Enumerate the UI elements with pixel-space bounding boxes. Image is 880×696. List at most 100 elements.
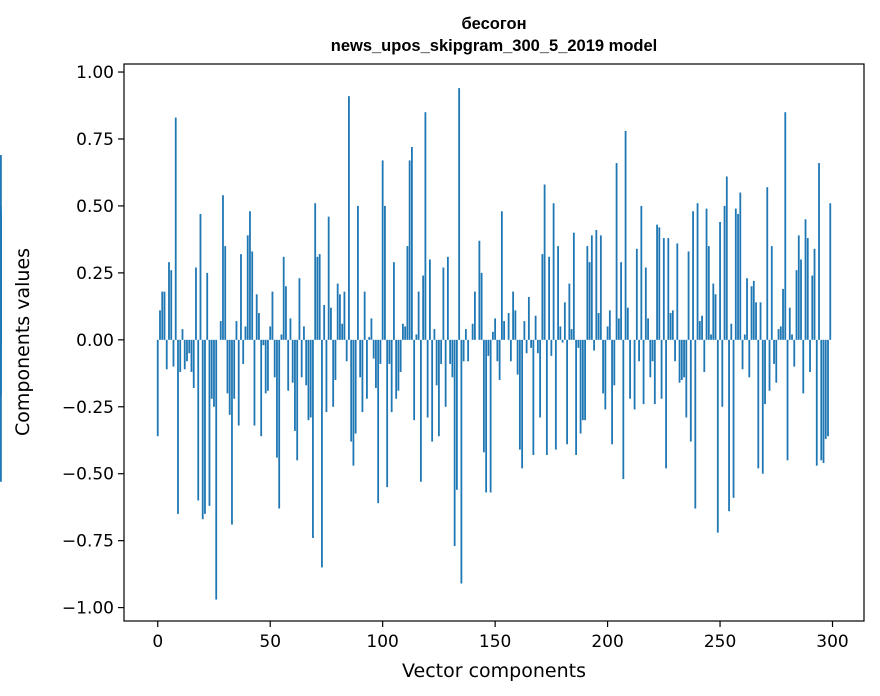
bar-213 — [635, 248, 638, 340]
bar-160 — [516, 339, 519, 375]
bar-274 — [773, 339, 775, 364]
bar-1 — [159, 310, 161, 340]
bar-141 — [473, 291, 476, 340]
plot-frame — [123, 63, 865, 622]
bar-8 — [174, 117, 177, 340]
bar-177 — [554, 339, 557, 450]
bar-112 — [408, 160, 411, 340]
x-tick-label: 250 — [704, 632, 736, 652]
bar-229 — [671, 310, 674, 340]
bar-270 — [764, 339, 766, 405]
bar-137 — [464, 329, 467, 340]
bar-276 — [777, 329, 780, 340]
bar-268 — [759, 302, 762, 340]
bar-43 — [253, 339, 256, 426]
bar-4 — [165, 339, 168, 370]
bar-243 — [703, 339, 706, 372]
bar-287 — [802, 339, 805, 394]
bar-32 — [228, 339, 231, 415]
bar-262 — [746, 278, 748, 340]
bar-216 — [642, 339, 645, 405]
bar-238 — [692, 211, 694, 340]
bar-236 — [687, 251, 690, 340]
bar-272 — [768, 339, 771, 391]
bar-94 — [368, 337, 371, 340]
bar-225 — [662, 238, 665, 340]
bar-295 — [820, 339, 823, 461]
bar-273 — [770, 246, 773, 340]
bar-130 — [449, 339, 452, 364]
y-axis-label: Components values — [12, 248, 34, 436]
bar-undefined — [0, 339, 2, 394]
bar-244 — [705, 208, 708, 340]
bar-237 — [689, 339, 692, 442]
bar-series — [0, 88, 832, 600]
bar-81 — [339, 294, 341, 340]
bar-166 — [530, 339, 533, 348]
bar-0 — [156, 339, 159, 437]
bar-208 — [624, 130, 627, 340]
bar-153 — [500, 211, 503, 340]
bar-190 — [584, 339, 586, 421]
bar-164 — [525, 339, 528, 354]
y-tick-label: 1.00 — [76, 63, 114, 83]
bar-29 — [222, 195, 224, 340]
bar-152 — [498, 339, 501, 380]
bar-42 — [251, 251, 254, 340]
bar-294 — [818, 163, 820, 340]
bar-184 — [570, 329, 573, 340]
bar-18 — [197, 339, 200, 501]
bar-205 — [617, 318, 620, 340]
bar-167 — [532, 339, 535, 455]
bar-223 — [658, 227, 661, 340]
bar-264 — [750, 286, 753, 340]
bar-169 — [536, 339, 539, 354]
bar-104 — [390, 339, 393, 413]
bar-100 — [381, 160, 384, 340]
bar-51 — [271, 291, 274, 340]
bar-200 — [606, 326, 609, 340]
bar-134 — [458, 88, 461, 340]
bar-249 — [716, 339, 719, 533]
bar-154 — [503, 321, 506, 340]
bar-132 — [453, 339, 456, 547]
bar-118 — [422, 275, 425, 340]
bar-124 — [435, 339, 438, 386]
bar-209 — [626, 307, 629, 340]
bar-299 — [829, 203, 832, 340]
chart-subtitle: news_upos_skipgram_300_5_2019 model — [331, 37, 658, 55]
bar-248 — [714, 294, 717, 340]
bar-67 — [307, 339, 310, 421]
bar-257 — [734, 208, 737, 340]
bar-143 — [478, 240, 481, 340]
bar-221 — [653, 339, 656, 405]
bar-180 — [561, 339, 564, 343]
bar-35 — [235, 321, 238, 340]
bar-251 — [721, 339, 724, 407]
bar-292 — [813, 248, 816, 340]
bar-202 — [611, 339, 613, 445]
bar-146 — [485, 339, 488, 493]
bar-252 — [723, 205, 726, 340]
bar-71 — [316, 256, 319, 340]
bar-114 — [413, 339, 416, 421]
bar-117 — [420, 339, 422, 482]
bar-171 — [541, 254, 544, 340]
bar-290 — [809, 339, 811, 372]
bar-125 — [437, 339, 440, 437]
bar-undefined — [0, 326, 2, 340]
bar-188 — [579, 339, 582, 434]
x-axis-label: Vector components — [402, 660, 586, 682]
bar-175 — [550, 339, 553, 356]
bar-66 — [305, 339, 308, 386]
bar-7 — [172, 339, 175, 367]
bar-102 — [386, 339, 389, 488]
bar-73 — [321, 339, 323, 568]
y-tick-label: −0.25 — [62, 398, 114, 418]
bar-99 — [379, 339, 382, 364]
bar-129 — [446, 256, 449, 340]
bar-106 — [395, 339, 398, 399]
bar-91 — [361, 339, 364, 413]
bar-204 — [615, 163, 618, 340]
bar-97 — [375, 339, 377, 389]
